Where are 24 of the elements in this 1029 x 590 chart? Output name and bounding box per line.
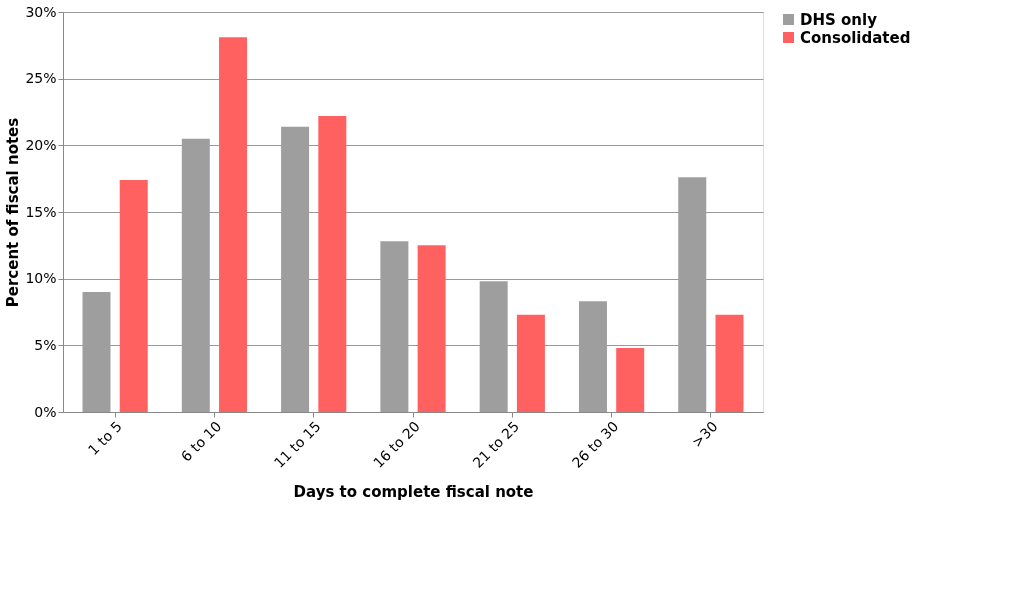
x-tick-label: 16 to 20: [370, 418, 423, 471]
bar: [219, 37, 248, 412]
bar: [417, 245, 446, 412]
x-tick-label: 21 to 25: [469, 418, 523, 471]
x-axis-title: Days to complete fiscal note: [293, 482, 534, 501]
x-tick-label: 1 to 5: [84, 418, 126, 459]
x-tick-label: 11 to 15: [270, 418, 324, 471]
bar: [318, 116, 347, 412]
y-tick-label: 20%: [25, 136, 57, 153]
x-tick-label: 6 to 10: [177, 418, 225, 465]
bar: [616, 348, 645, 412]
y-tick-label: 25%: [25, 70, 57, 87]
bar: [715, 314, 744, 412]
y-axis-title: Percent of fiscal notes: [4, 117, 23, 308]
legend-label: DHS only: [800, 10, 878, 29]
y-tick-label: 5%: [34, 336, 57, 353]
y-tick-label: 15%: [25, 203, 57, 220]
y-tick-label: 0%: [34, 403, 57, 420]
legend-label: Consolidated: [800, 28, 911, 47]
y-tick-label: 30%: [25, 3, 57, 20]
x-tick-label: 26 to 30: [568, 418, 622, 471]
bar: [516, 314, 545, 412]
y-tick-label: 10%: [25, 270, 57, 287]
bar: [119, 180, 148, 412]
